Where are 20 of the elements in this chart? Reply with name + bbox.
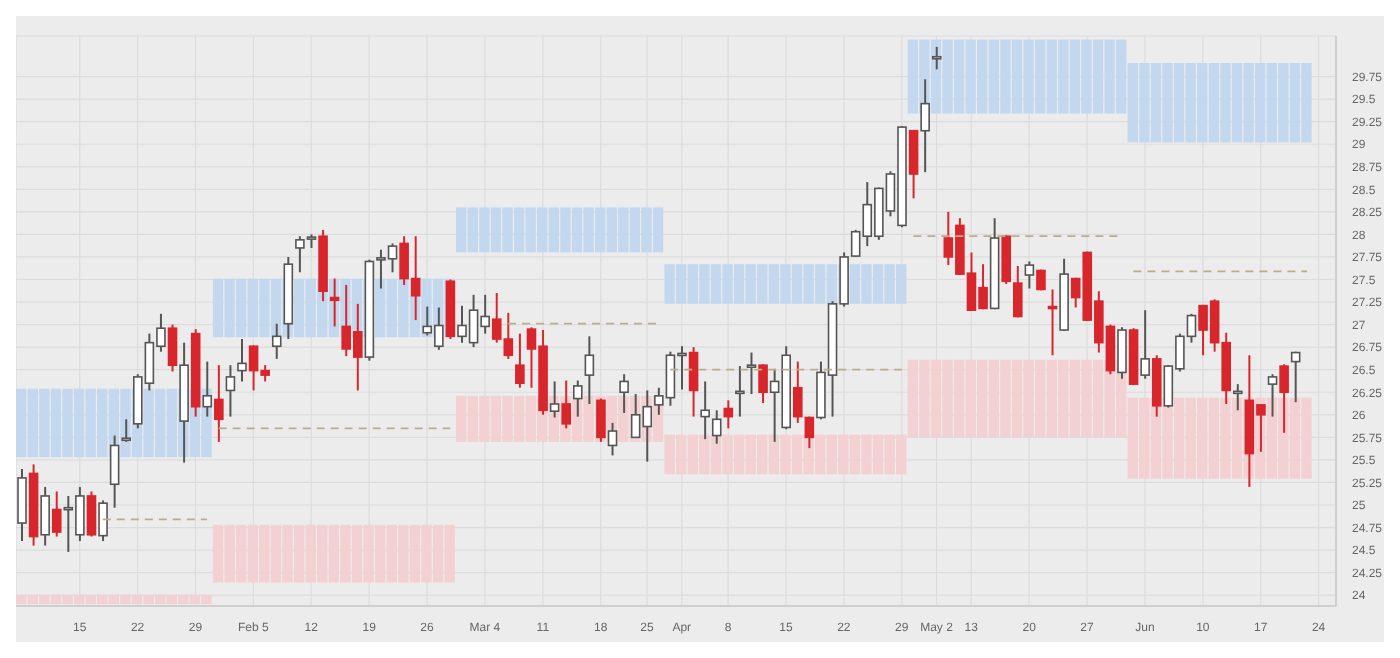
candlestick xyxy=(1001,234,1012,286)
candlestick xyxy=(1140,309,1150,380)
candlestick xyxy=(17,467,27,543)
candlestick xyxy=(515,332,525,389)
candlestick xyxy=(225,364,236,418)
candlestick xyxy=(98,499,108,543)
candlestick xyxy=(746,351,757,396)
candlestick xyxy=(237,338,247,383)
candlestick xyxy=(1012,264,1023,319)
candlestick xyxy=(51,490,62,538)
candlestick xyxy=(908,129,919,200)
candlestick xyxy=(40,485,50,547)
candlestick xyxy=(167,323,178,373)
candlestick xyxy=(758,363,768,405)
candlestick xyxy=(735,365,745,418)
candlestick xyxy=(688,346,699,418)
candlestick xyxy=(86,490,97,538)
candlestick xyxy=(214,364,224,443)
candlestick xyxy=(792,360,803,424)
candlestick xyxy=(1024,260,1035,290)
